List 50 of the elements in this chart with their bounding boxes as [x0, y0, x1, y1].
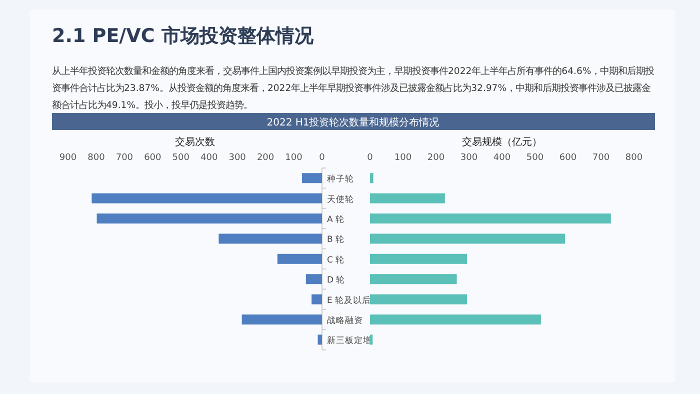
- bar: [277, 254, 322, 264]
- x-tick-label: 0: [367, 153, 374, 163]
- bar: [370, 234, 566, 244]
- x-tick-label: 500: [172, 153, 190, 163]
- y-tick-label: 种子轮: [327, 174, 354, 185]
- bar: [92, 193, 322, 204]
- text: 从上半年投资轮次数量和金额的角度来看，交易事件上国内投资案例以早期投资为主，早期投资事件2022年上半年占所有事件的64.6%，中期和后期投资事件合计占比为23.87%。从投资金额的角度来看，2022年上半年早期投资事件涉及已披露金额占比为32.97%，中期和后期投资事件涉及已披露金额合计占比为49.1%。投小，投早仍是投资趋势。: [52, 66, 654, 111]
- x-tick-label: 200: [427, 153, 445, 163]
- y-tick-label: D 轮: [327, 274, 346, 286]
- y-tick-label: E 轮及以后: [327, 294, 372, 306]
- x-tick-label: 900: [59, 153, 77, 163]
- bar: [96, 214, 322, 224]
- bar: [370, 214, 611, 224]
- y-tick-label: B 轮: [327, 234, 345, 246]
- bar: [370, 314, 541, 324]
- text: 2022 H1投资轮次数量和规模分布情况: [266, 116, 440, 128]
- bar: [370, 254, 468, 264]
- bar: [302, 173, 322, 184]
- x-tick-label: 0: [319, 153, 326, 163]
- chart-title: 2.1 PE/VC 市场投资整体情况: [52, 25, 314, 47]
- bar: [370, 334, 373, 345]
- x-axis-title: 交易次数: [175, 136, 215, 148]
- x-tick-label: 600: [559, 153, 577, 163]
- bar: [370, 294, 468, 304]
- y-tick-label: A 轮: [327, 214, 345, 225]
- x-axis-title: 交易规模（亿元）: [462, 136, 542, 148]
- bar: [242, 314, 322, 324]
- y-tick-label: 天使轮: [327, 194, 354, 205]
- bar: [312, 294, 322, 304]
- bar: [306, 274, 322, 284]
- x-tick-label: 700: [116, 153, 134, 163]
- x-tick-label: 100: [285, 153, 303, 163]
- bar: [218, 234, 322, 244]
- x-tick-label: 600: [144, 153, 162, 163]
- x-tick-label: 400: [200, 153, 218, 163]
- bar: [370, 173, 374, 184]
- x-tick-label: 300: [228, 153, 246, 163]
- x-tick-label: 300: [460, 153, 478, 163]
- x-tick-label: 800: [88, 153, 106, 163]
- x-tick-label: 700: [592, 153, 610, 163]
- x-tick-label: 500: [526, 153, 544, 163]
- bar: [318, 334, 322, 345]
- x-tick-label: 800: [625, 153, 643, 163]
- x-tick-label: 200: [256, 153, 274, 163]
- bar: [370, 193, 445, 204]
- x-tick-label: 400: [493, 153, 511, 163]
- y-tick-label: C 轮: [327, 254, 345, 266]
- bar: [370, 274, 457, 284]
- x-tick-label: 100: [394, 153, 412, 163]
- y-tick-label: 战略融资: [327, 315, 363, 326]
